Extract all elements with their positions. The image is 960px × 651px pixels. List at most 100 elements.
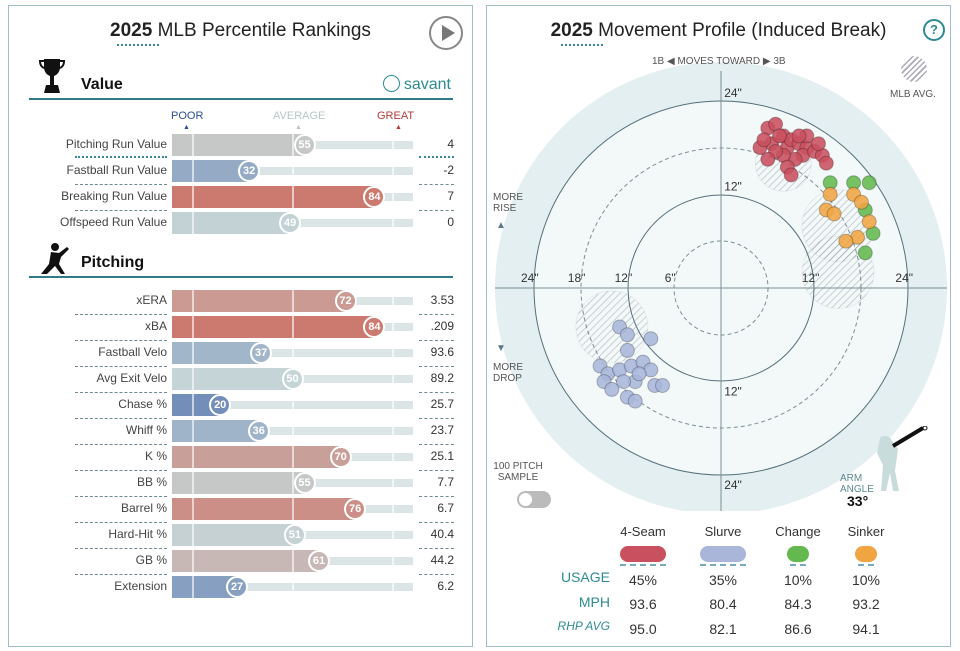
pitch-point-4-seam: [818, 155, 834, 171]
legend-swatch[interactable]: [787, 546, 809, 562]
ring-label: 24": [521, 271, 539, 285]
row-divider: [419, 184, 454, 185]
savant-logo[interactable]: savant: [382, 75, 451, 94]
metric-row: Fastball Velo 37 93.6: [9, 341, 474, 365]
row-divider: [419, 522, 454, 523]
legend-swatch[interactable]: [700, 546, 746, 562]
sample-toggle-label: 100 PITCH SAMPLE: [493, 461, 543, 483]
legend-swatch[interactable]: [620, 546, 666, 562]
pitch-point-slurve: [619, 327, 635, 343]
usage-value: 10%: [851, 572, 881, 588]
metric-value: 7: [447, 189, 454, 203]
percentile-bar: [172, 498, 356, 520]
more-rise-label: MORE RISE: [493, 192, 523, 214]
metric-row: Hard-Hit % 51 40.4: [9, 523, 474, 547]
percentile-badge: 36: [247, 420, 270, 442]
pitch-point-change: [861, 175, 877, 191]
movement-plot: 24"18"12"6"12"24"24"12"12"24": [495, 62, 947, 511]
rhp-avg-value: 82.1: [709, 621, 737, 637]
row-divider: [419, 314, 454, 315]
percentile-badge: 51: [283, 524, 306, 546]
percentile-bar: [172, 446, 341, 468]
metric-row: Barrel % 76 6.7: [9, 497, 474, 521]
percentile-badge: 27: [226, 576, 249, 598]
metric-label: Fastball Run Value: [66, 163, 168, 177]
percentile-rankings-panel: 2025 MLB Percentile Rankings Value savan…: [8, 5, 473, 647]
movement-profile-panel: 2025 Movement Profile (Induced Break) ? …: [486, 5, 951, 647]
pitching-section-label: Pitching: [81, 254, 145, 271]
row-divider: [75, 184, 167, 185]
ring-label: 18": [568, 271, 586, 285]
title-underline: [117, 44, 159, 46]
usage-value: 35%: [708, 572, 738, 588]
moves-toward-label: 1B ◀ MOVES TOWARD ▶ 3B: [652, 56, 786, 67]
row-divider: [75, 366, 167, 367]
metric-row: Pitching Run Value 55 4: [9, 133, 474, 157]
pitch-point-slurve: [619, 342, 635, 358]
percentile-bar: [172, 472, 305, 494]
percentile-badge: 76: [344, 498, 367, 520]
value-section-header: Value savant: [29, 59, 453, 100]
more-drop-label: MORE DROP: [493, 362, 523, 384]
metric-value: 4: [447, 137, 454, 151]
percentile-badge: 55: [293, 134, 316, 156]
metric-value: 0: [447, 215, 454, 229]
usage-value: 45%: [628, 572, 658, 588]
pitch-point-slurve: [631, 366, 647, 382]
row-divider: [419, 470, 454, 471]
metric-value: 6.2: [437, 579, 454, 593]
mph-value: 93.6: [629, 596, 657, 612]
percentile-badge: 32: [238, 160, 261, 182]
row-divider: [419, 418, 454, 419]
metric-value: 7.7: [437, 475, 454, 489]
percentile-bar: [172, 342, 262, 364]
row-divider: [419, 548, 454, 549]
mph-value: 93.2: [852, 596, 880, 612]
percentile-badge: 50: [281, 368, 304, 390]
metric-row: Offspeed Run Value 49 0: [9, 211, 474, 235]
percentile-bar: [172, 368, 293, 390]
percentile-bar: [172, 524, 295, 546]
metric-row: K % 70 25.1: [9, 445, 474, 469]
average-marker-icon: ▲: [295, 124, 302, 131]
metric-value: 89.2: [430, 371, 454, 385]
row-divider: [75, 470, 167, 471]
pitch-point-4-seam: [791, 128, 807, 144]
mlb-avg-zone-slurve: [575, 290, 649, 364]
row-divider: [419, 496, 454, 497]
legend-pitch-name: Sinker: [847, 524, 885, 539]
help-button[interactable]: ?: [923, 19, 945, 41]
row-divider: [75, 496, 167, 497]
metric-label: Breaking Run Value: [61, 189, 167, 203]
row-divider: [419, 392, 454, 393]
rhp-avg-value: 86.6: [784, 621, 812, 637]
percentile-bar: [172, 550, 319, 572]
mph-label: MPH: [578, 594, 610, 610]
pitch-point-sinker: [822, 186, 838, 202]
percentile-title: 2025 MLB Percentile Rankings: [110, 20, 371, 41]
percentile-badge: 84: [363, 186, 386, 208]
row-divider: [419, 156, 454, 158]
sample-toggle[interactable]: [517, 491, 551, 508]
percentile-bar: [172, 290, 346, 312]
metric-label: GB %: [135, 553, 167, 567]
swatch-underline: [620, 564, 666, 566]
metric-row: xERA 72 3.53: [9, 289, 474, 313]
ring-label: 24": [724, 86, 742, 100]
legend-swatch[interactable]: [855, 546, 877, 562]
metric-value: 6.7: [437, 501, 454, 515]
play-button[interactable]: [429, 16, 463, 50]
pitch-point-sinker: [826, 206, 842, 222]
metric-row: Fastball Run Value 32 -2: [9, 159, 474, 183]
row-divider: [75, 444, 167, 445]
metric-value: 44.2: [430, 553, 454, 567]
metric-value: 23.7: [430, 423, 454, 437]
percentile-badge: 61: [308, 550, 330, 572]
metric-label: xERA: [136, 293, 167, 307]
metric-label: Offspeed Run Value: [60, 215, 167, 229]
pitch-point-slurve: [643, 331, 659, 347]
row-divider: [419, 340, 454, 341]
mph-value: 80.4: [709, 596, 737, 612]
metric-row: GB % 61 44.2: [9, 549, 474, 573]
metric-label: K %: [144, 449, 167, 463]
